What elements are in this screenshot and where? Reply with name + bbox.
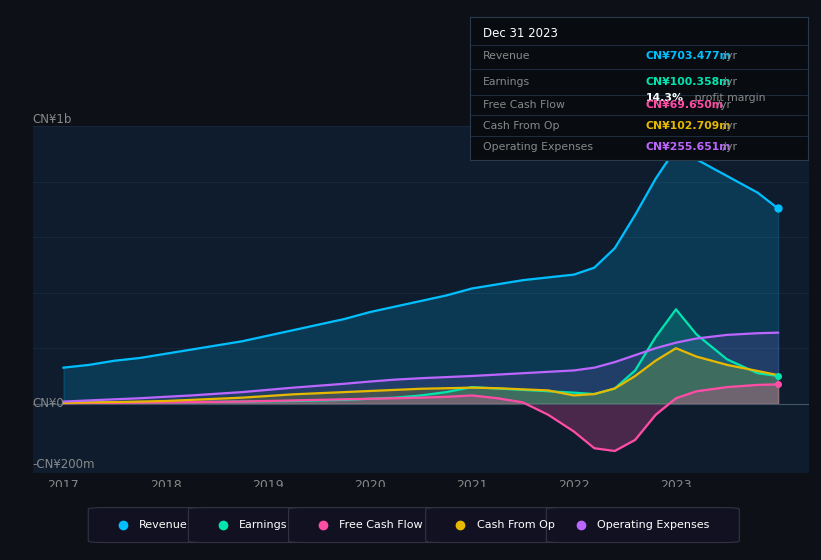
- Text: Cash From Op: Cash From Op: [476, 520, 554, 530]
- FancyBboxPatch shape: [188, 507, 312, 543]
- FancyBboxPatch shape: [547, 507, 739, 543]
- Text: /yr: /yr: [719, 51, 737, 61]
- Text: CN¥703.477m: CN¥703.477m: [645, 51, 732, 61]
- FancyBboxPatch shape: [425, 507, 570, 543]
- Text: Earnings: Earnings: [483, 77, 530, 87]
- Text: CN¥102.709m: CN¥102.709m: [645, 121, 731, 131]
- Text: -CN¥200m: -CN¥200m: [33, 459, 95, 472]
- Text: /yr: /yr: [719, 142, 737, 152]
- Text: Revenue: Revenue: [139, 520, 188, 530]
- FancyBboxPatch shape: [88, 507, 212, 543]
- Text: CN¥255.651m: CN¥255.651m: [645, 142, 731, 152]
- Text: Operating Expenses: Operating Expenses: [598, 520, 709, 530]
- Text: Dec 31 2023: Dec 31 2023: [483, 27, 558, 40]
- Text: Earnings: Earnings: [240, 520, 288, 530]
- Text: CN¥100.358m: CN¥100.358m: [645, 77, 731, 87]
- Text: CN¥1b: CN¥1b: [33, 113, 72, 126]
- Text: CN¥0: CN¥0: [33, 397, 65, 410]
- Text: Operating Expenses: Operating Expenses: [483, 142, 593, 152]
- Text: Revenue: Revenue: [483, 51, 530, 61]
- FancyBboxPatch shape: [289, 507, 448, 543]
- Text: profit margin: profit margin: [691, 93, 766, 103]
- Text: Free Cash Flow: Free Cash Flow: [340, 520, 423, 530]
- Text: CN¥69.650m: CN¥69.650m: [645, 100, 723, 110]
- Text: /yr: /yr: [719, 121, 737, 131]
- Text: Free Cash Flow: Free Cash Flow: [483, 100, 565, 110]
- Text: /yr: /yr: [713, 100, 732, 110]
- Text: Cash From Op: Cash From Op: [483, 121, 560, 131]
- Text: 14.3%: 14.3%: [645, 93, 684, 103]
- Text: /yr: /yr: [719, 77, 737, 87]
